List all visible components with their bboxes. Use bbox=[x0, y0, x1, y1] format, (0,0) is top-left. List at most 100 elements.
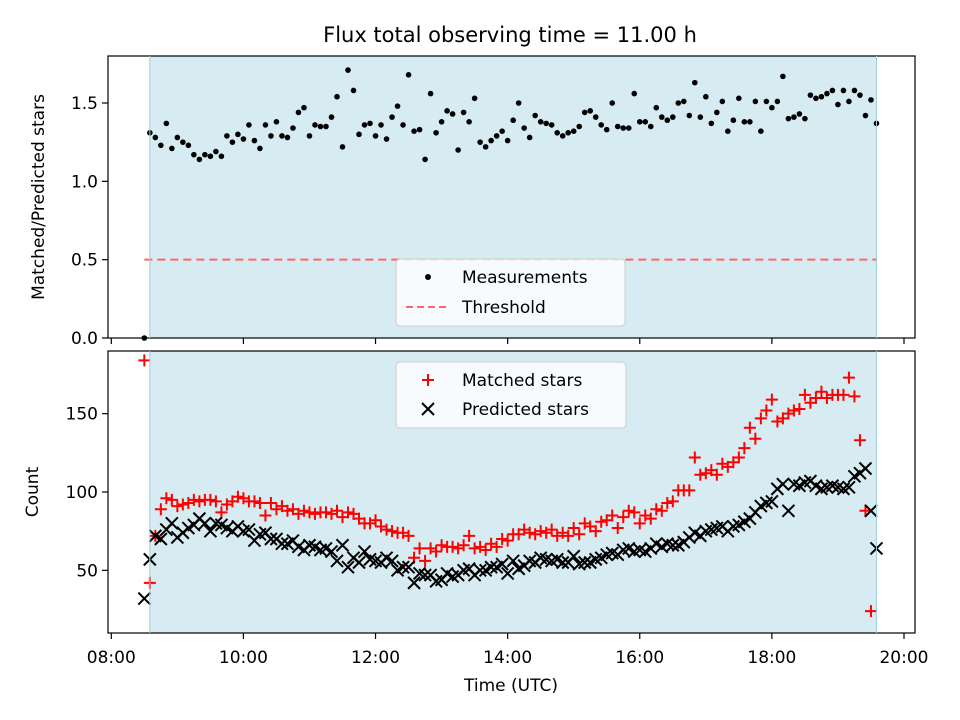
measurement-point bbox=[851, 87, 858, 94]
measurement-point bbox=[774, 98, 781, 105]
measurement-point bbox=[543, 120, 549, 127]
bottom-x-tick-label: 18:00 bbox=[747, 648, 796, 668]
measurement-point bbox=[284, 134, 291, 141]
measurement-point bbox=[262, 122, 269, 128]
measurement-point bbox=[559, 133, 566, 139]
predicted-star-marker bbox=[198, 516, 212, 531]
matched-star-marker bbox=[567, 522, 580, 535]
predicted-star-marker bbox=[137, 591, 152, 606]
measurement-point bbox=[752, 98, 759, 105]
measurement-point bbox=[196, 156, 203, 163]
measurement-point bbox=[218, 153, 225, 160]
predicted-star-marker bbox=[330, 554, 344, 568]
measurement-point bbox=[257, 145, 263, 152]
predicted-star-marker bbox=[776, 477, 790, 491]
measurement-point bbox=[631, 90, 638, 97]
measurement-point bbox=[818, 93, 825, 100]
measurement-point bbox=[857, 92, 863, 98]
measurement-point bbox=[372, 133, 379, 139]
bottom-y-axis-label: Count bbox=[23, 466, 43, 517]
legend-measurements-label: Measurements bbox=[462, 268, 588, 288]
measurement-point bbox=[202, 151, 208, 158]
measurement-point bbox=[824, 90, 830, 97]
bottom-x-tick-label: 12:00 bbox=[351, 648, 400, 668]
measurement-point bbox=[642, 119, 649, 125]
matched-star-marker bbox=[644, 512, 657, 525]
measurement-point bbox=[570, 128, 577, 134]
bottom-panel: 50 100 150 08:00 10:00 12:00 14:00 16:00 18:00 2… bbox=[23, 351, 928, 696]
bottom-x-tick-label: 16:00 bbox=[615, 648, 664, 668]
measurement-point bbox=[229, 139, 236, 145]
measurement-point bbox=[835, 101, 841, 108]
top-y-tick-label: 0.0 bbox=[71, 329, 98, 349]
matched-star-marker bbox=[523, 526, 536, 539]
predicted-star-marker bbox=[324, 544, 339, 559]
measurement-point bbox=[692, 79, 698, 86]
measurement-point bbox=[730, 117, 737, 124]
measurement-point bbox=[592, 114, 599, 120]
predicted-star-marker bbox=[781, 504, 796, 518]
legend-predicted-marker bbox=[421, 402, 435, 416]
bottom-y-tick-label: 50 bbox=[76, 561, 98, 581]
bottom-x-tick-label: 20:00 bbox=[879, 648, 928, 668]
predicted-star-marker bbox=[506, 554, 520, 568]
matched-stars-layer bbox=[138, 354, 877, 618]
measurement-point bbox=[620, 125, 627, 131]
measurement-point bbox=[482, 144, 489, 150]
measurement-point bbox=[603, 126, 610, 133]
measurement-point bbox=[383, 136, 390, 142]
matched-star-marker bbox=[248, 495, 261, 508]
matched-star-marker bbox=[798, 388, 811, 401]
measurement-point bbox=[455, 147, 461, 153]
measurement-point bbox=[697, 114, 704, 120]
measurement-point bbox=[477, 139, 483, 145]
matched-star-marker bbox=[738, 442, 751, 455]
matched-star-marker bbox=[264, 496, 277, 509]
matched-star-marker bbox=[573, 528, 586, 541]
top-y-axis-label: Matched/Predicted stars bbox=[29, 94, 49, 300]
matched-star-marker bbox=[853, 434, 866, 447]
matched-star-marker bbox=[209, 495, 222, 508]
measurement-point bbox=[763, 98, 770, 105]
matched-star-marker bbox=[611, 522, 624, 535]
matched-star-marker bbox=[430, 545, 443, 558]
measurement-point bbox=[273, 119, 280, 125]
measurement-point bbox=[587, 108, 594, 114]
matched-star-marker bbox=[297, 504, 310, 517]
matched-star-marker bbox=[765, 393, 778, 406]
measurement-point bbox=[174, 134, 181, 141]
measurement-point bbox=[449, 111, 456, 117]
measurement-point bbox=[581, 109, 588, 116]
measurement-point bbox=[532, 112, 538, 119]
measurement-points-layer bbox=[141, 67, 880, 341]
measurement-point bbox=[725, 128, 731, 134]
matched-star-marker bbox=[369, 514, 382, 527]
predicted-star-marker bbox=[842, 480, 856, 495]
matched-star-marker bbox=[562, 529, 575, 542]
bottom-x-tick-label: 14:00 bbox=[483, 648, 532, 668]
predicted-star-marker bbox=[566, 549, 581, 563]
matched-star-marker bbox=[842, 371, 855, 384]
measurement-point bbox=[185, 142, 192, 149]
top-y-tick-label: 0.5 bbox=[71, 251, 98, 271]
matched-star-marker bbox=[848, 390, 861, 403]
measurement-point bbox=[306, 133, 313, 139]
matched-star-marker bbox=[171, 500, 184, 513]
measurement-point bbox=[405, 72, 412, 78]
predicted-star-marker bbox=[484, 560, 498, 574]
matched-star-marker bbox=[793, 402, 806, 415]
measurement-point bbox=[625, 125, 632, 131]
measurement-point bbox=[829, 87, 836, 94]
legend-threshold-label: Threshold bbox=[461, 298, 546, 318]
measurement-point bbox=[235, 131, 241, 138]
measurement-point bbox=[251, 137, 258, 144]
measurement-point bbox=[207, 153, 214, 160]
measurement-point bbox=[658, 114, 665, 120]
top-panel-frame bbox=[107, 55, 916, 339]
measurement-point bbox=[609, 100, 616, 106]
measurement-point bbox=[510, 117, 516, 124]
matched-star-marker bbox=[694, 468, 707, 481]
legend-predicted-label: Predicted stars bbox=[462, 400, 589, 420]
matched-star-marker bbox=[204, 493, 217, 506]
